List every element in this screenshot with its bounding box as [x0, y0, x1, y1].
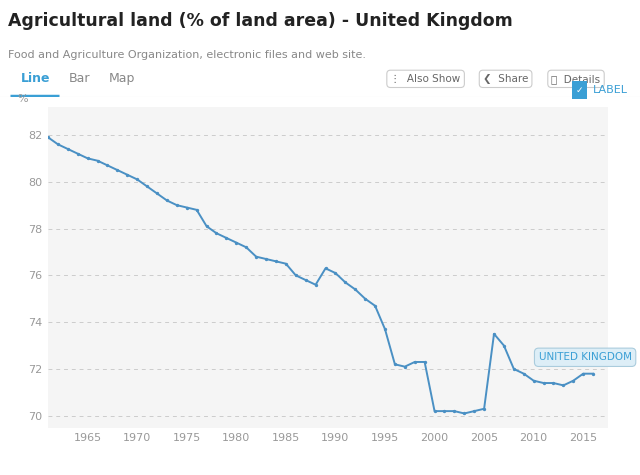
Text: ⋮  Also Show: ⋮ Also Show: [390, 74, 461, 84]
Text: ❮  Share: ❮ Share: [483, 74, 528, 84]
Text: ⓘ  Details: ⓘ Details: [552, 74, 600, 84]
Text: Agricultural land (% of land area) - United Kingdom: Agricultural land (% of land area) - Uni…: [8, 12, 513, 30]
Text: ✓: ✓: [576, 86, 583, 95]
Text: LABEL: LABEL: [593, 85, 628, 95]
Text: UNITED KINGDOM: UNITED KINGDOM: [539, 352, 632, 362]
Text: Map: Map: [108, 72, 135, 86]
Bar: [572, 81, 588, 99]
Text: Bar: Bar: [69, 72, 91, 86]
Text: %: %: [17, 94, 28, 104]
Text: Line: Line: [20, 72, 50, 86]
Text: Food and Agriculture Organization, electronic files and web site.: Food and Agriculture Organization, elect…: [8, 50, 366, 60]
